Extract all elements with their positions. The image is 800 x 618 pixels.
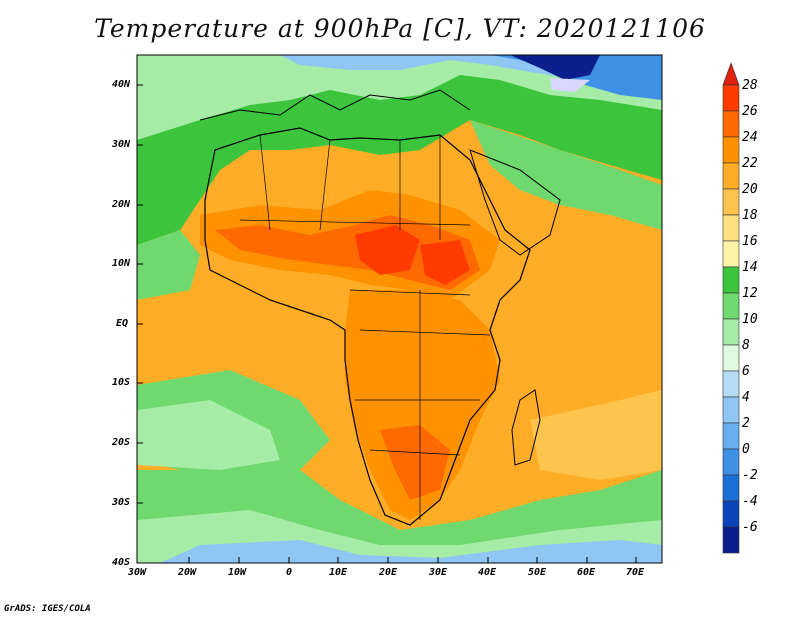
lat-label-20s: 20S	[112, 437, 131, 448]
kalahari-hotspot	[380, 425, 450, 500]
colorbar-swatch	[722, 500, 740, 528]
indian-ocean-warm-zone	[530, 390, 662, 480]
sahel-very-hot-zone	[215, 215, 480, 290]
colorbar-label: 10	[742, 312, 758, 327]
colorbar-swatch	[722, 526, 740, 554]
colorbar-label: 14	[742, 260, 758, 275]
colorbar-swatch	[722, 110, 740, 138]
lon-label-50e: 50E	[528, 567, 547, 578]
colorbar-swatch	[722, 318, 740, 346]
colorbar-swatch	[722, 448, 740, 476]
colorbar-label: 28	[742, 78, 758, 93]
colorbar-label: 4	[742, 390, 750, 405]
north-lightgreen-zone	[137, 55, 662, 140]
lat-label-40s: 40S	[112, 557, 131, 568]
colorbar-label: 6	[742, 364, 750, 379]
colorbar-swatch	[722, 422, 740, 450]
colorbar-swatch	[722, 396, 740, 424]
colorbar-swatch	[722, 292, 740, 320]
africa-outline	[204, 127, 531, 526]
lon-label-20e: 20E	[379, 567, 398, 578]
lon-label-60e: 60E	[577, 567, 596, 578]
colorbar-swatch	[722, 266, 740, 294]
lon-label-20w: 20W	[178, 567, 197, 578]
lon-label-70e: 70E	[626, 567, 645, 578]
grads-credit: GrADS: IGES/COLA	[4, 604, 91, 614]
lat-label-eq: EQ	[116, 318, 129, 329]
southern-africa-hot-zone	[345, 290, 500, 520]
south-atlantic-cool-zone	[137, 400, 280, 470]
lon-label-10e: 10E	[329, 567, 348, 578]
colorbar-swatch	[722, 344, 740, 372]
colorbar-label: 2	[742, 416, 750, 431]
lon-label-30w: 30W	[128, 567, 147, 578]
lat-label-10s: 10S	[112, 377, 131, 388]
colorbar-label: -6	[742, 520, 758, 535]
colorbar-label: 24	[742, 130, 758, 145]
colorbar-swatch	[722, 240, 740, 268]
colorbar-swatch	[722, 136, 740, 164]
europe-coast	[199, 89, 471, 121]
colorbar	[722, 62, 740, 554]
lat-label-40n: 40N	[112, 79, 131, 90]
colorbar-swatch	[722, 162, 740, 190]
colorbar-swatch	[722, 474, 740, 502]
colorbar-swatch	[722, 84, 740, 112]
lat-label-30s: 30S	[112, 497, 131, 508]
colorbar-top-arrow	[722, 62, 740, 86]
arabia-green-zone	[470, 120, 662, 230]
lon-label-0: 0	[286, 567, 293, 578]
colorbar-label: 26	[742, 104, 758, 119]
axis-ticks	[137, 84, 637, 563]
arabia-outline	[469, 149, 561, 256]
colorbar-label: 18	[742, 208, 758, 223]
colorbar-swatch	[722, 214, 740, 242]
colorbar-label: 12	[742, 286, 758, 301]
colorbar-label: 0	[742, 442, 750, 457]
chad-hotspot	[355, 225, 420, 275]
lon-label-30e: 30E	[429, 567, 448, 578]
country-borders	[239, 134, 491, 520]
lat-label-30n: 30N	[112, 139, 131, 150]
colorbar-swatch	[722, 188, 740, 216]
lat-label-10n: 10N	[112, 258, 131, 269]
colorbar-label: 16	[742, 234, 758, 249]
coldest-pocket	[550, 78, 590, 92]
atlantic-green-zone	[137, 230, 200, 300]
madagascar-outline	[511, 389, 541, 466]
colorbar-label: 20	[742, 182, 758, 197]
colorbar-label: -4	[742, 494, 758, 509]
colorbar-label: 8	[742, 338, 750, 353]
lon-label-40e: 40E	[478, 567, 497, 578]
map-frame	[136, 54, 663, 564]
lon-label-10w: 10W	[228, 567, 247, 578]
sudan-hotspot	[420, 240, 470, 285]
lat-label-20n: 20N	[112, 199, 131, 210]
coldest-zone	[510, 55, 600, 80]
map-title: Temperature at 900hPa [C], VT: 202012110…	[94, 14, 706, 43]
colorbar-label: -2	[742, 468, 758, 483]
colorbar-label: 22	[742, 156, 758, 171]
colorbar-swatch	[722, 370, 740, 398]
